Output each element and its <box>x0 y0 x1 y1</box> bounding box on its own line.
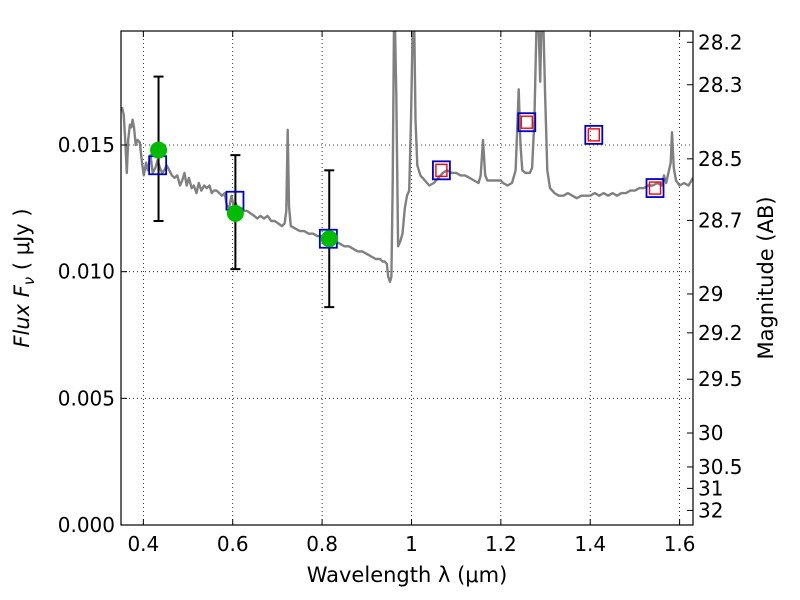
upper-limit-markers <box>435 115 662 195</box>
x-tick-label: 1.4 <box>574 532 606 556</box>
x-axis-ticks: 0.4 0.6 0.8 1 1.2 1.4 1.6 <box>127 31 696 556</box>
y-axis-label-subscript: ν <box>20 277 38 285</box>
y2-tick-label: 32 <box>698 498 723 522</box>
upper-limit-point <box>520 115 533 129</box>
plot-background <box>121 31 693 525</box>
y-axis-label-main: Flux F <box>10 284 34 347</box>
y2-tick-label: 28.5 <box>698 147 743 171</box>
y2-tick-label: 28.7 <box>698 208 743 232</box>
y-tick-label: 0.000 <box>58 513 115 537</box>
model-photometry-point <box>517 112 537 133</box>
y-axis-label-units: ( μJy ) <box>10 208 34 276</box>
x-axis-label: Wavelength λ (μm) <box>307 563 508 587</box>
upper-limit-point <box>587 128 600 142</box>
y2-tick-label: 28.3 <box>698 73 743 97</box>
x-tick-label: 1.6 <box>664 532 696 556</box>
y-tick-label: 0.010 <box>58 260 115 284</box>
y2-tick-label: 30 <box>698 421 723 445</box>
y-tick-label: 0.015 <box>58 133 115 157</box>
x-tick-label: 0.6 <box>217 532 249 556</box>
y2-tick-label: 29 <box>698 282 723 306</box>
y2-tick-label: 29.5 <box>698 367 743 391</box>
model-photometry-point <box>584 124 604 145</box>
model-photometry-point <box>432 160 451 181</box>
model-spectrum <box>121 31 693 283</box>
y2-tick-label: 28.2 <box>698 30 743 54</box>
observed-point <box>150 141 168 159</box>
observed-point <box>320 230 338 248</box>
x-tick-label: 0.8 <box>306 532 338 556</box>
y-tick-label: 0.005 <box>58 386 115 410</box>
x-tick-label: 1.2 <box>485 532 517 556</box>
y2-tick-label: 30.5 <box>698 455 743 479</box>
y-axis-label: Flux Fν ( μJy ) <box>10 208 38 347</box>
model-spectrum-line <box>121 31 693 283</box>
x-tick-label: 1 <box>405 532 418 556</box>
y2-tick-label: 29.2 <box>698 321 743 345</box>
y2-tick-label: 31 <box>698 476 723 500</box>
y-axis-ticks: 0.000 0.005 0.010 0.015 <box>58 133 127 537</box>
observed-point <box>226 204 244 222</box>
y2-axis-label: Magnitude (AB) <box>754 196 778 359</box>
upper-limit-point <box>435 163 448 178</box>
x-tick-label: 0.4 <box>127 532 159 556</box>
plot-frame <box>120 30 694 526</box>
upper-limit-point <box>648 181 662 195</box>
observed-photometry-markers <box>150 141 338 248</box>
model-photometry-point <box>645 178 665 198</box>
